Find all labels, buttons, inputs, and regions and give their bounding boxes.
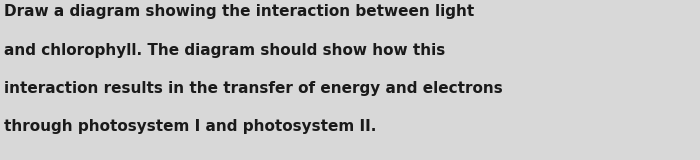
Text: and chlorophyll. The diagram should show how this: and chlorophyll. The diagram should show… [4,43,444,58]
Text: through photosystem I and photosystem II.: through photosystem I and photosystem II… [4,119,376,134]
Text: interaction results in the transfer of energy and electrons: interaction results in the transfer of e… [4,81,503,96]
Text: Draw a diagram showing the interaction between light: Draw a diagram showing the interaction b… [4,4,474,19]
